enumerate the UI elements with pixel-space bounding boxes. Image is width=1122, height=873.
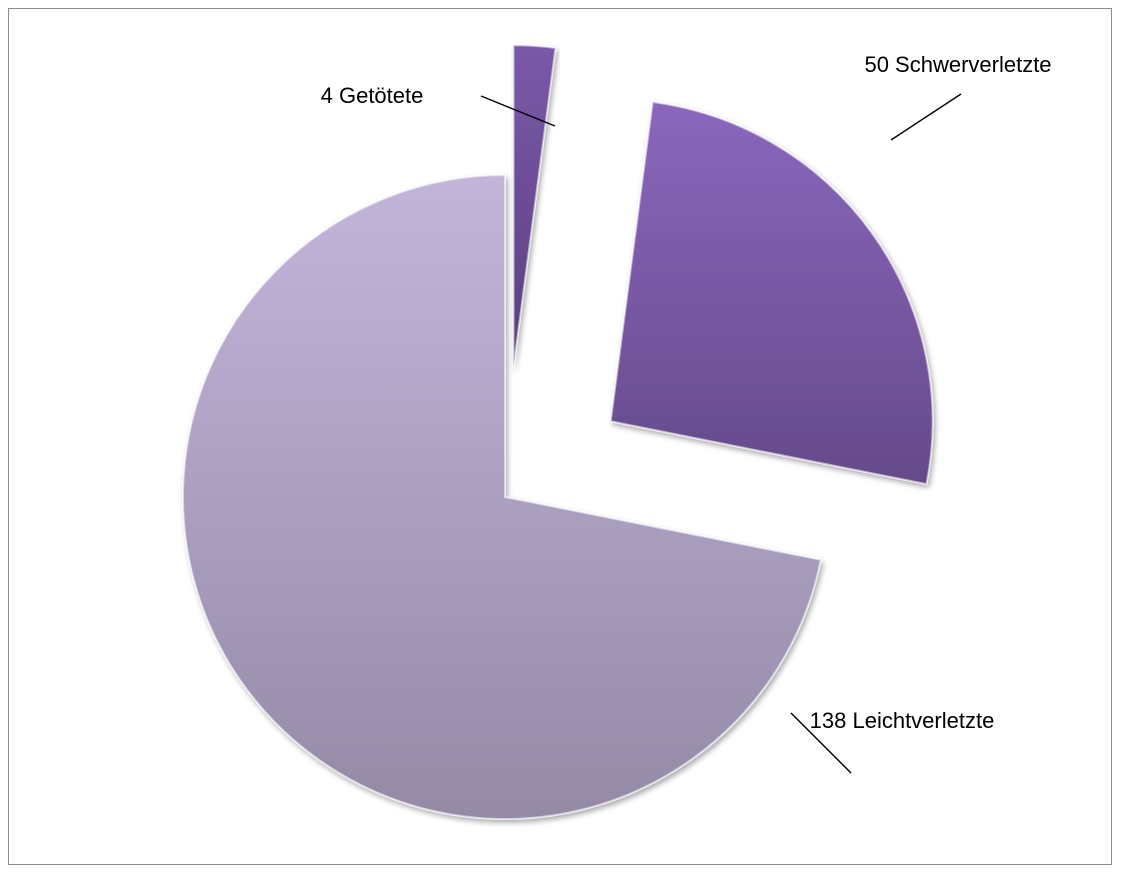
slice-label: 50 Schwerverletzte [864, 52, 1051, 77]
pie-slice [609, 100, 934, 486]
pie-slice [512, 44, 557, 368]
leader-line [790, 712, 852, 774]
leader-line [890, 93, 962, 141]
leader-line [480, 95, 556, 127]
slice-label: 138 Leichtverletzte [810, 708, 995, 733]
pie-slice [182, 173, 822, 820]
slice-label: 4 Getötete [321, 83, 424, 108]
